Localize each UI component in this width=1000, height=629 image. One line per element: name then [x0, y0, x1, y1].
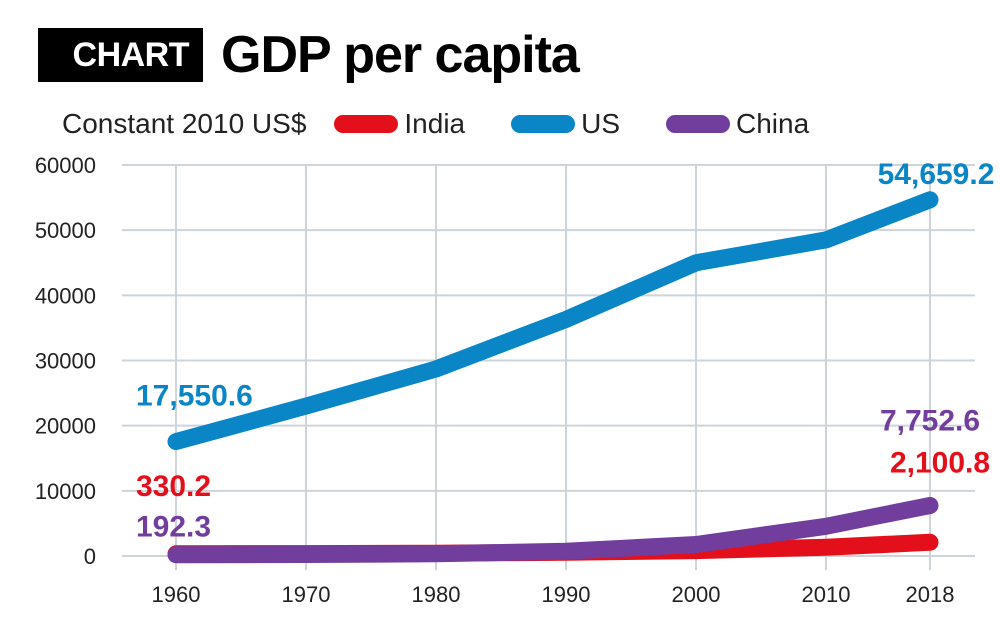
x-tick-label: 1970: [282, 582, 331, 607]
x-tick-label: 2000: [672, 582, 721, 607]
legend-swatch-us: [511, 115, 576, 133]
data-point-china: [435, 552, 437, 555]
data-point-us: [435, 367, 437, 370]
data-labels: 17,550.6 54,659.2 330.2 2,100.8 192.3 7,752.6: [136, 158, 994, 544]
data-label-india: 2,100.8: [890, 446, 990, 479]
chart-number-badge: CHART 2: [38, 28, 203, 128]
y-tick-label: 40000: [35, 283, 96, 308]
chart-title: GDP per capita: [221, 26, 580, 84]
legend: Constant 2010 US$ India US China: [62, 104, 855, 144]
y-tick-label: 30000: [35, 349, 96, 374]
legend-label-us: US: [581, 108, 621, 139]
chart-header: CHART 2 GDP per capita: [38, 26, 580, 128]
y-tick-label: 10000: [35, 479, 96, 504]
data-point-china: [825, 525, 827, 528]
x-tick-label: 2018: [906, 582, 955, 607]
x-tick-label: 1990: [542, 582, 591, 607]
legend-swatch-china: [666, 115, 731, 133]
data-point-us: [305, 405, 307, 408]
x-axis: 1960 1970 1980 1990 2000 2010 2018: [152, 582, 955, 607]
data-point-us: [565, 318, 567, 321]
x-tick-label: 2010: [802, 582, 851, 607]
data-point-us: [929, 198, 931, 201]
data-point-us: [175, 440, 177, 443]
legend-label-china: China: [736, 108, 810, 139]
y-axis: 0 10000 20000 30000 40000 50000 60000: [35, 153, 96, 569]
legend-swatch-india: [334, 115, 399, 133]
data-point-china: [175, 553, 177, 556]
series-lines: [167, 191, 939, 564]
data-point-china: [565, 550, 567, 553]
data-point-us: [695, 261, 697, 264]
data-point-china: [305, 553, 307, 556]
data-point-india: [825, 546, 827, 549]
legend-item-china: China: [666, 108, 809, 140]
legend-item-us: US: [511, 108, 620, 140]
data-point-china: [929, 504, 931, 507]
legend-label-india: India: [404, 108, 466, 139]
x-tick-label: 1980: [412, 582, 461, 607]
data-label-us: 17,550.6: [136, 380, 253, 413]
data-label-india: 330.2: [136, 470, 211, 503]
data-point-china: [695, 543, 697, 546]
data-label-china: 7,752.6: [880, 404, 980, 437]
series-line-us: [167, 191, 939, 451]
data-point-india: [929, 541, 931, 544]
y-tick-label: 60000: [35, 153, 96, 178]
data-point-us: [825, 238, 827, 241]
legend-item-india: India: [334, 108, 465, 140]
y-tick-label: 50000: [35, 218, 96, 243]
y-tick-label: 0: [84, 544, 96, 569]
data-label-us: 54,659.2: [878, 158, 995, 191]
x-tick-label: 1960: [152, 582, 201, 607]
y-tick-label: 20000: [35, 414, 96, 439]
units-label: Constant 2010 US$: [62, 108, 307, 139]
data-label-china: 192.3: [136, 511, 211, 544]
